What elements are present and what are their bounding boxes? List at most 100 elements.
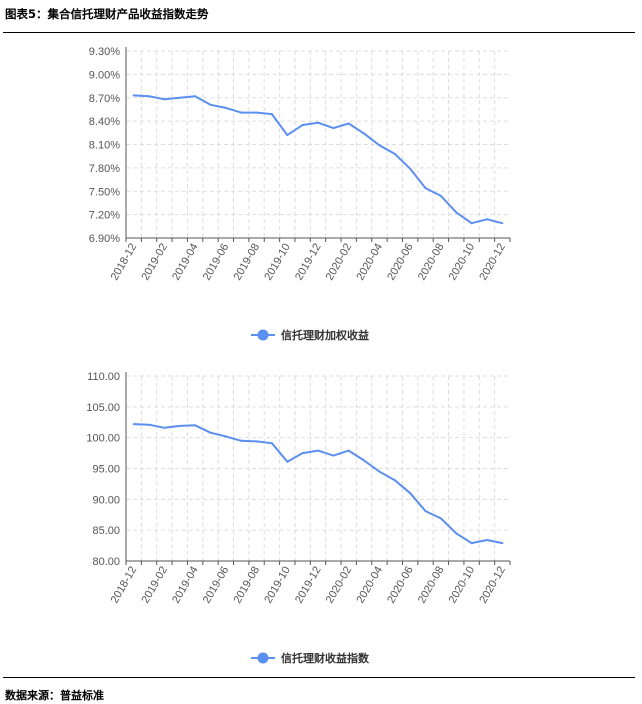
y-tick-label: 9.00%	[89, 69, 120, 81]
data-point	[317, 121, 319, 124]
data-point	[455, 532, 458, 535]
y-tick-label: 9.30%	[89, 46, 120, 58]
data-point	[347, 449, 350, 452]
data-point	[393, 152, 396, 155]
x-tick-label: 2019-04	[170, 565, 201, 606]
data-point	[485, 218, 488, 221]
x-tick-label: 2019-02	[139, 242, 170, 283]
x-tick-label: 2019-10	[262, 565, 293, 606]
x-tick-label: 2019-06	[201, 242, 232, 283]
x-tick-label: 2018-12	[109, 242, 140, 283]
data-point	[163, 98, 166, 101]
data-point	[194, 95, 197, 98]
data-point	[317, 449, 319, 452]
legend-label: 信托理财加权收益	[281, 328, 369, 342]
data-point	[255, 111, 258, 114]
data-point	[224, 106, 227, 109]
chart-yield-index: 110.00105.00100.0095.0090.0085.0080.0020…	[86, 371, 511, 665]
y-tick-label: 90.00	[92, 494, 120, 506]
legend-label: 信托理财收益指数	[281, 651, 370, 665]
x-tick-label: 2019-06	[201, 565, 232, 606]
data-point	[178, 96, 181, 99]
y-tick-label: 85.00	[92, 525, 120, 537]
y-tick-label: 6.90%	[89, 233, 120, 245]
data-point	[378, 144, 381, 147]
y-tick-label: 8.40%	[89, 116, 120, 128]
legend-marker	[257, 329, 269, 341]
y-tick-label: 7.80%	[89, 163, 120, 175]
x-tick-label: 2020-10	[447, 241, 478, 282]
series-line	[133, 94, 503, 225]
data-point	[255, 440, 258, 443]
x-tick-label: 2019-10	[262, 242, 293, 283]
x-tick-label: 2018-12	[109, 565, 140, 606]
data-point	[470, 542, 473, 545]
figure-title: 图表5：集合信托理财产品收益指数走势	[5, 7, 209, 21]
data-point	[424, 510, 427, 513]
data-point	[393, 479, 396, 482]
y-tick-label: 7.50%	[89, 186, 120, 198]
x-tick-label: 2019-08	[232, 565, 263, 606]
bottom-rule	[3, 677, 635, 678]
data-point	[409, 492, 412, 495]
x-tick-label: 2019-12	[293, 565, 324, 606]
data-point	[270, 113, 273, 116]
data-point	[347, 122, 350, 125]
x-tick-label: 2020-06	[385, 242, 416, 283]
data-point	[485, 539, 488, 542]
data-point	[240, 439, 243, 442]
legend-marker	[257, 652, 269, 664]
y-tick-label: 80.00	[92, 556, 120, 568]
top-rule	[3, 32, 635, 33]
data-point	[132, 94, 135, 97]
x-tick-label: 2020-04	[354, 242, 385, 283]
data-point	[270, 442, 273, 445]
data-point	[501, 222, 504, 225]
data-point	[132, 423, 135, 426]
y-tick-label: 95.00	[92, 464, 120, 476]
data-point	[286, 134, 289, 137]
x-tick-label: 2020-08	[416, 565, 447, 606]
y-tick-label: 105.00	[86, 402, 120, 414]
data-point	[363, 459, 366, 462]
data-point	[240, 111, 243, 114]
data-point	[209, 103, 212, 106]
x-tick-label: 2019-04	[170, 242, 201, 283]
data-point	[378, 470, 381, 473]
data-point	[163, 426, 166, 429]
chart-weighted-yield: 9.30% 9.00% 8.70% 8.40% 8.10% 7.80% 7.50% 7.20%…	[89, 46, 511, 342]
series-line	[133, 423, 503, 545]
y-tick-label: 8.10%	[89, 140, 120, 152]
data-point	[178, 424, 181, 427]
y-tick-label: 7.20%	[89, 210, 120, 222]
x-tick-label: 2020-12	[477, 565, 508, 606]
x-tick-label: 2019-12	[293, 242, 324, 283]
y-tick-label: 8.70%	[89, 93, 120, 105]
data-point	[148, 423, 151, 426]
data-point	[363, 132, 366, 135]
data-point	[501, 542, 504, 545]
y-tick-label: 100.00	[86, 433, 120, 445]
data-point	[301, 124, 304, 127]
data-point	[455, 211, 458, 214]
x-tick-label: 2020-08	[416, 242, 447, 283]
data-point	[286, 460, 289, 463]
data-point	[439, 517, 442, 520]
data-point	[224, 435, 227, 438]
data-point	[332, 454, 335, 457]
x-tick-label: 2020-10	[447, 565, 478, 606]
data-point	[148, 95, 151, 98]
data-source: 数据来源：普益标准	[5, 689, 104, 702]
data-point	[470, 222, 473, 225]
x-tick-label: 2019-08	[232, 242, 263, 283]
x-tick-label: 2019-02	[139, 565, 170, 606]
data-point	[209, 431, 212, 434]
x-tick-label: 2020-06	[385, 565, 416, 606]
data-point	[424, 187, 427, 190]
x-tick-label: 2020-04	[354, 565, 385, 606]
x-tick-label: 2020-02	[324, 242, 355, 283]
data-point	[301, 452, 304, 455]
data-point	[439, 194, 442, 197]
x-tick-label: 2020-02	[324, 565, 355, 606]
data-point	[194, 424, 197, 427]
